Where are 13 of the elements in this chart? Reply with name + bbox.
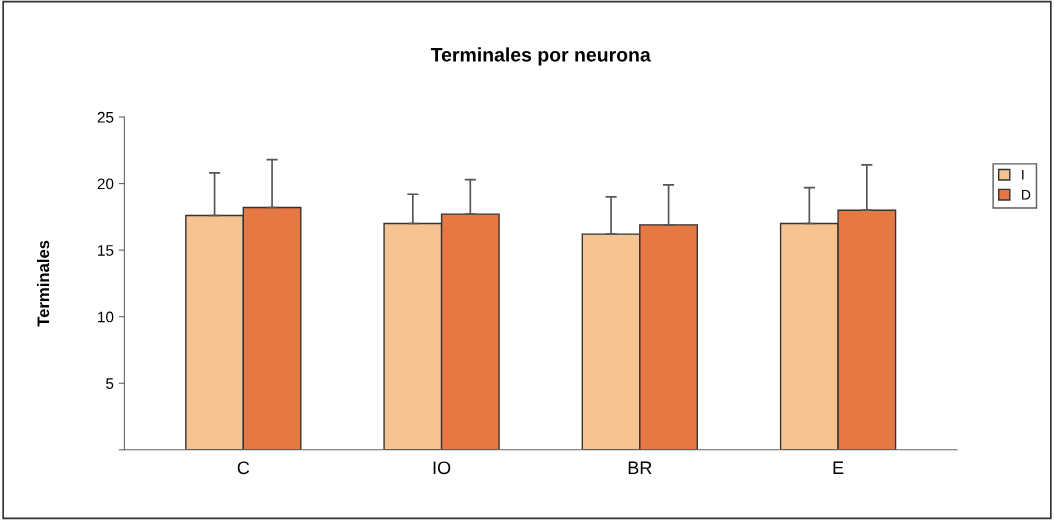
legend-label: I: [1022, 170, 1024, 180]
y-tick-label: 10: [98, 311, 114, 323]
chart-title: Terminales por neurona: [430, 47, 651, 66]
legend-label: D: [1022, 189, 1031, 200]
x-tick-label: IO: [433, 461, 451, 475]
y-axis-title: Terminales: [36, 240, 50, 327]
y-tick-label: 5: [106, 378, 114, 389]
y-tick-label: 20: [97, 178, 114, 190]
x-tick-label: C: [237, 461, 250, 475]
y-tick-label: 15: [98, 245, 114, 256]
x-tick-label: E: [833, 461, 844, 474]
y-tick-label: 25: [97, 111, 114, 123]
x-tick-label: BR: [628, 461, 652, 474]
